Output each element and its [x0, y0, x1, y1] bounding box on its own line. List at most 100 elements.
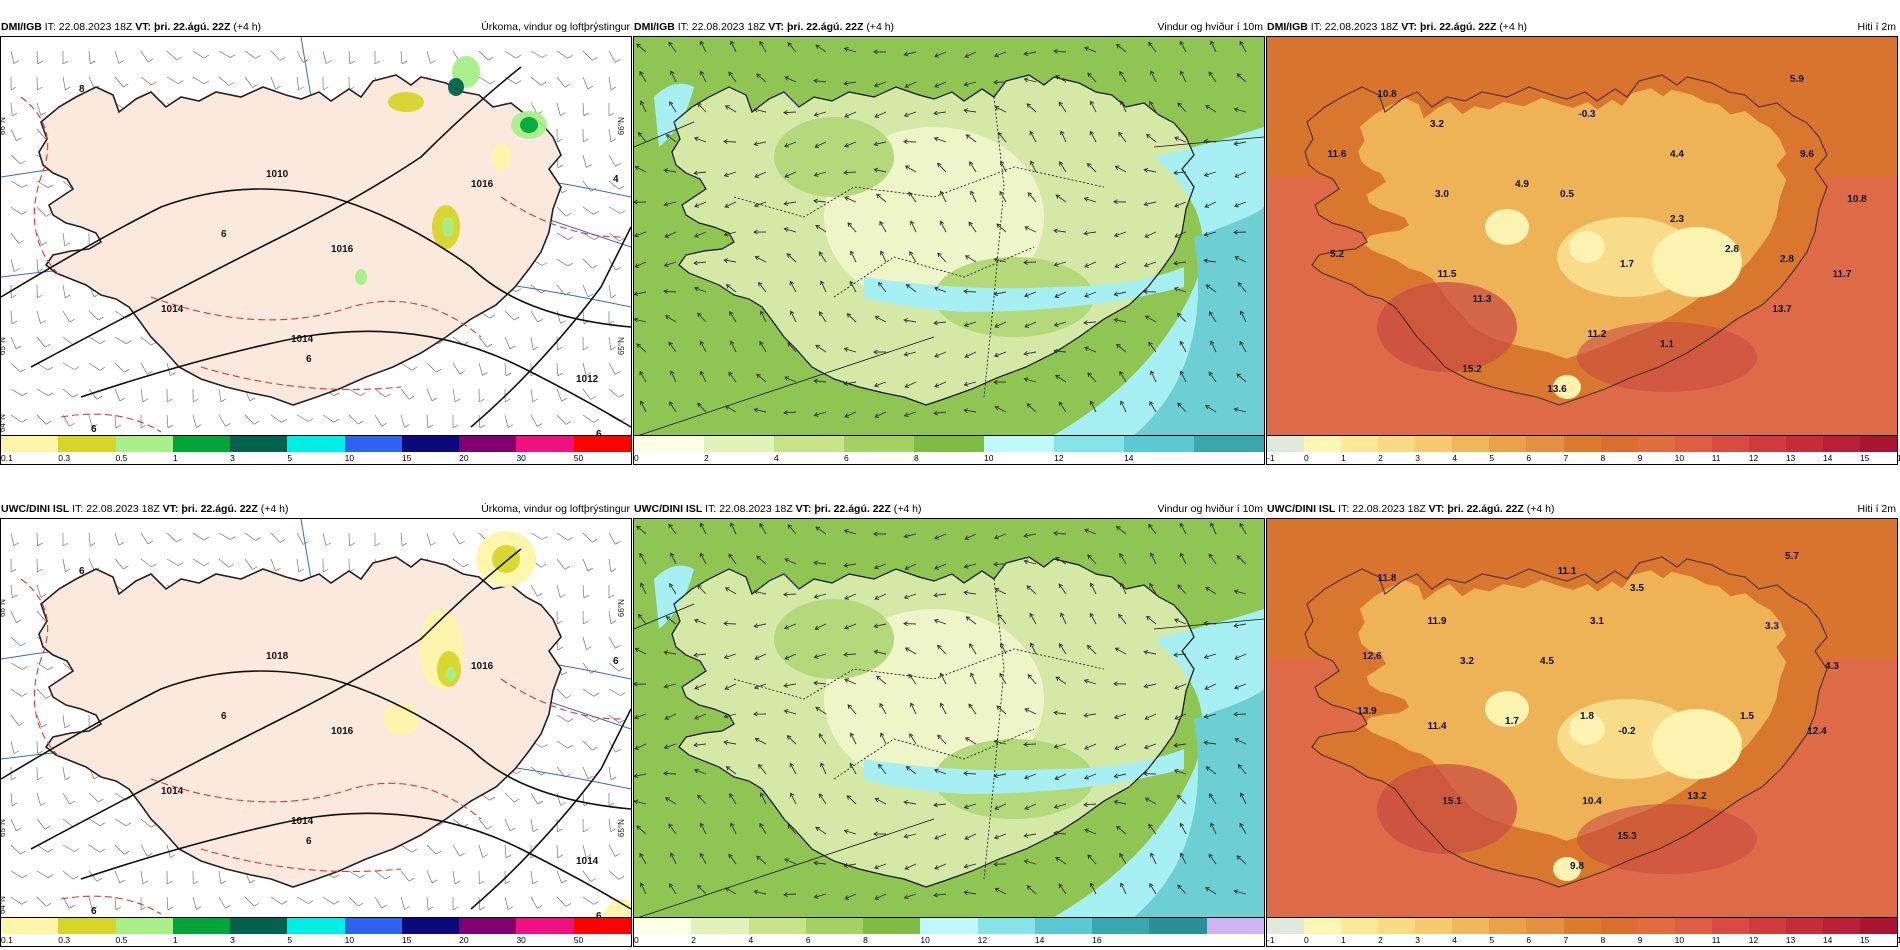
- map-area[interactable]: 5.7 11.8 11.1 3.5 11.9 3.1 3.3 12.6 3.2 4.5 4.3 13.…: [1266, 518, 1898, 918]
- scale-swatch: [1748, 436, 1786, 452]
- temperature-value: 3.5: [1630, 583, 1644, 594]
- init-time: 22.08.2023 18Z: [1352, 503, 1426, 515]
- scale-tick-label: 10: [344, 935, 355, 945]
- scale-tick-label: 6: [1526, 453, 1532, 463]
- panel-dmi-temp: DMI/IGB IT: 22.08.2023 18Z VT: þri. 22.á…: [1266, 18, 1900, 465]
- scale-tick-label: 2: [1378, 453, 1383, 463]
- map-area[interactable]: 1016 1016 1014 1014 1012 1010 8 6 6 6 4 6 66°N 65°N 64…: [0, 36, 632, 436]
- scale-tick-label: 0: [1304, 453, 1309, 463]
- panel-dmi-precip: DMI/IGB IT: 22.08.2023 18Z VT: þri. 22.á…: [0, 18, 634, 465]
- scale-swatch: [1415, 436, 1453, 452]
- scale-tick-label: 8: [1600, 935, 1606, 945]
- scale-tick-label: 30: [516, 453, 526, 463]
- scale-swatch: [1124, 436, 1194, 452]
- scale-swatch: [1034, 918, 1093, 934]
- contour-label: 1014: [291, 334, 314, 345]
- contour-label: 1016: [331, 244, 354, 255]
- panel-uwc-precip: UWC/DINI ISL IT: 22.08.2023 18Z VT: þri.…: [0, 500, 634, 947]
- temperature-value: 12.4: [1807, 726, 1827, 737]
- valid-time: þri. 22.ágú. 22Z: [1447, 503, 1524, 515]
- temperature-value: 4.5: [1540, 656, 1554, 667]
- scale-swatch: [1637, 918, 1675, 934]
- map-area[interactable]: 1016 1016 1014 1014 1014 1018 6 6 6 6 6 6 66°N 65°N 64…: [0, 518, 632, 918]
- temperature-value: 15.2: [1462, 364, 1482, 375]
- scale-tick-label: 12: [977, 935, 988, 945]
- scale-swatch: [1563, 436, 1601, 452]
- scale-swatch: [1341, 436, 1379, 452]
- scale-tick-label: 2: [691, 935, 696, 945]
- scale-tick-label: 4: [1452, 453, 1458, 463]
- scale-tick-label: 16: [1897, 453, 1900, 463]
- panel-dmi-wind: DMI/IGB IT: 22.08.2023 18Z VT: þri. 22.á…: [633, 18, 1267, 465]
- temperature-value: 10.4: [1582, 796, 1602, 807]
- scale-swatch: [1452, 436, 1490, 452]
- map-area[interactable]: [633, 518, 1265, 918]
- temperature-value: 11.5: [1438, 269, 1457, 280]
- scale-tick-label: 50: [573, 453, 584, 463]
- scale-swatch: [1563, 918, 1601, 934]
- temperature-value: 11.7: [1833, 269, 1852, 280]
- latitude-label: 66°N: [617, 117, 626, 135]
- temperature-value: 4.4: [1670, 149, 1684, 160]
- map-canvas: 1016 1016 1014 1014 1014 1018 6 6 6 6 6 6 66°N 65°N 64…: [1, 519, 631, 917]
- map-canvas: 10.8 3.2 -0.3 5.9 11.6 4.4 9.6 4.9 3.0 0.5 10.8 2.3…: [1267, 37, 1897, 435]
- wind-arrows: [634, 40, 1247, 418]
- temperature-value: 4.3: [1825, 661, 1839, 672]
- scale-swatch: [1600, 436, 1638, 452]
- panel-header: UWC/DINI ISL IT: 22.08.2023 18Z VT: þri.…: [1266, 500, 1900, 518]
- contour-label: 6: [596, 429, 602, 435]
- scale-tick-label: 1: [1341, 935, 1346, 945]
- panel-header: DMI/IGB IT: 22.08.2023 18Z VT: þri. 22.á…: [0, 18, 634, 36]
- scale-swatch: [1748, 918, 1786, 934]
- panel-uwc-temp: UWC/DINI ISL IT: 22.08.2023 18Z VT: þri.…: [1266, 500, 1900, 947]
- scale-tick-label: 0.3: [58, 453, 71, 463]
- scale-tick-label: 15: [1859, 453, 1870, 463]
- scale-swatch: [1054, 436, 1124, 452]
- scale-tick-label: 0: [634, 453, 639, 463]
- latitude-label: 64°N: [1, 414, 7, 432]
- scale-swatch: [1341, 918, 1379, 934]
- init-time: 22.08.2023 18Z: [719, 503, 793, 515]
- scale-tick-label: 2: [704, 453, 709, 463]
- lead-time: (+4 h): [866, 21, 895, 33]
- temperature-value: 3.2: [1430, 119, 1444, 130]
- contour-label: 6: [596, 911, 602, 917]
- iceland-coastline: [1304, 556, 1828, 888]
- scale-swatch: [1, 436, 59, 452]
- vt-label: VT:: [768, 21, 785, 33]
- scale-tick-label: 3: [230, 935, 235, 945]
- vt-label: VT:: [162, 503, 179, 515]
- scale-ticks: 0.1 0.3 0.5 1 3 5 10 15 20 30 50: [0, 452, 632, 465]
- temperature-value: 11.4: [1428, 721, 1447, 732]
- scale-swatch: [1822, 436, 1860, 452]
- scale-swatch: [1674, 918, 1712, 934]
- panel-header: DMI/IGB IT: 22.08.2023 18Z VT: þri. 22.á…: [1266, 18, 1900, 36]
- scale-tick-label: 10: [344, 453, 355, 463]
- scale-tick-label: 14: [1124, 453, 1134, 463]
- scale-swatch: [1860, 918, 1898, 934]
- scale-tick-label: 20: [459, 935, 469, 945]
- scale-tick-label: 12: [1748, 453, 1759, 463]
- temperature-value: 11.3: [1473, 294, 1492, 305]
- latitude-label: 66°N: [1, 117, 7, 135]
- temperature-value: 12.6: [1362, 651, 1382, 662]
- scale-swatch: [844, 436, 914, 452]
- scale-swatch: [459, 436, 517, 452]
- vt-label: VT:: [1401, 21, 1418, 33]
- map-area[interactable]: [633, 36, 1265, 436]
- valid-time: þri. 22.ágú. 22Z: [153, 21, 231, 33]
- scale-swatch: [1452, 918, 1490, 934]
- temperature-shading: [1267, 37, 1897, 405]
- scale-tick-label: 20: [459, 453, 469, 463]
- temperature-value: 15.1: [1442, 796, 1462, 807]
- scale-tick-label: 5: [287, 935, 293, 945]
- wind-arrows: [634, 522, 1247, 900]
- temperature-value: 3.0: [1435, 189, 1449, 200]
- init-time: 22.08.2023 18Z: [691, 21, 766, 33]
- temperature-value: 9.8: [1570, 861, 1584, 872]
- map-area[interactable]: 10.8 3.2 -0.3 5.9 11.6 4.4 9.6 4.9 3.0 0.5 10.8 2.3…: [1266, 36, 1898, 436]
- scale-swatch: [172, 436, 231, 452]
- scale-tick-label: 0: [1304, 935, 1309, 945]
- scale-swatch: [115, 436, 173, 452]
- scale-tick-label: 6: [844, 453, 849, 463]
